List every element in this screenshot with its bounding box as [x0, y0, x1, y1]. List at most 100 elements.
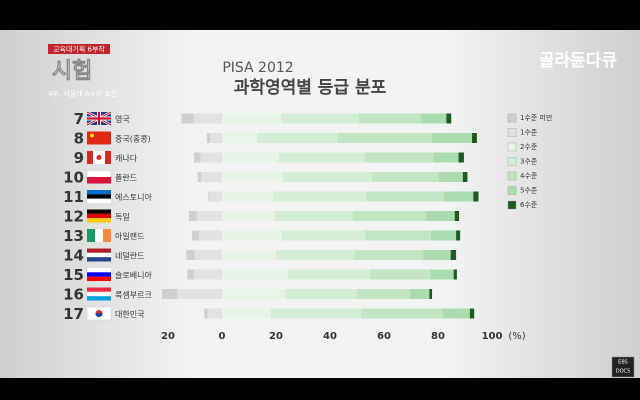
x-tick-label: 20 — [161, 331, 175, 342]
rank: 12 — [63, 208, 84, 226]
bar-segment — [208, 191, 210, 202]
bar-segment — [433, 152, 459, 163]
rank: 10 — [63, 169, 84, 187]
bar-segment — [365, 230, 431, 241]
bar-segment — [222, 250, 277, 260]
rank: 11 — [63, 188, 84, 206]
bar-segment — [222, 308, 271, 319]
bar-segment — [199, 230, 222, 241]
bar-segment — [273, 191, 367, 202]
bar-segment — [222, 230, 282, 241]
legend-label: 1수준 — [520, 129, 538, 137]
legend-swatch — [507, 186, 517, 195]
bar-segment — [472, 133, 477, 143]
bar-segment — [285, 289, 357, 299]
bar-segment — [204, 308, 208, 319]
bar-segment — [197, 172, 202, 182]
country-label: 아일랜드 — [115, 231, 144, 241]
legend-swatch — [507, 200, 517, 210]
bar-segment — [181, 113, 194, 124]
bar-segment — [194, 250, 222, 260]
corner-badge: EBS — [618, 360, 628, 366]
bar-segment — [207, 308, 222, 319]
bar-segment — [209, 191, 222, 202]
bar-segment — [423, 250, 451, 260]
country-label: 독일 — [115, 213, 130, 222]
x-tick-label: 100 — [482, 331, 503, 342]
legend-label: 3수준 — [520, 158, 538, 166]
country-label: 에스토니아 — [115, 192, 152, 202]
x-tick-label: 80 — [431, 331, 445, 342]
bar-segment — [222, 133, 258, 143]
bar-segment — [193, 152, 201, 163]
letterbox — [0, 378, 640, 400]
bar-segment — [274, 211, 353, 221]
rank: 13 — [63, 227, 84, 245]
x-tick-label: 0 — [219, 331, 226, 342]
bar-segment — [187, 269, 194, 280]
bar-segment — [222, 289, 286, 299]
bar-segment — [443, 191, 474, 202]
bar-segment — [430, 269, 454, 280]
channel-logo: 골라듄다큐 — [539, 51, 618, 71]
country-label: 룩셈부르크 — [115, 291, 152, 300]
rank: 14 — [63, 247, 84, 265]
bar-segment — [420, 113, 447, 124]
bar-segment — [281, 230, 366, 241]
bar-segment — [458, 152, 464, 163]
country-label: 영국 — [115, 114, 130, 124]
series-badge-bg — [48, 44, 110, 54]
x-tick-label: 20 — [269, 331, 283, 342]
bar-segment — [469, 308, 475, 319]
legend-label: 2수준 — [520, 143, 538, 151]
bar-segment — [365, 152, 434, 163]
bar-segment — [426, 211, 455, 221]
bar-segment — [442, 308, 470, 319]
bar-segment — [162, 289, 178, 299]
episode: 4부. 서울대 A+의 조건 — [48, 89, 117, 98]
bar-segment — [446, 113, 452, 124]
legend-label: 6수준 — [520, 201, 538, 209]
bar-segment — [450, 250, 457, 260]
corner-badge: DOCS — [616, 369, 630, 375]
bar-segment — [222, 113, 282, 124]
bar-segment — [222, 172, 283, 182]
bar-segment — [193, 113, 222, 124]
bar-segment — [177, 289, 222, 299]
bar-segment — [222, 211, 275, 221]
bar-segment — [429, 289, 433, 299]
x-tick-label: 40 — [323, 331, 337, 342]
bar-segment — [193, 269, 222, 280]
bar-segment — [431, 133, 473, 143]
corner-badge-bg — [611, 356, 635, 378]
bar-segment — [352, 211, 427, 221]
bar-segment — [438, 172, 463, 182]
x-tick-label: 60 — [377, 331, 391, 342]
bar-segment — [430, 230, 457, 241]
legend-swatch — [507, 171, 517, 181]
bar-segment — [354, 250, 424, 260]
bar-segment — [356, 289, 411, 299]
chart-subtitle: 과학영역별 등급 분포 — [234, 78, 387, 98]
bar-segment — [276, 250, 355, 260]
bar-segment — [189, 211, 197, 221]
legend-swatch — [507, 157, 517, 166]
bar-segment — [222, 191, 274, 202]
rank: 15 — [63, 266, 84, 284]
legend-label: 5수준 — [520, 187, 538, 195]
legend-label: 4수준 — [520, 172, 538, 180]
bar-segment — [222, 152, 279, 163]
country-label: 슬로베니아 — [115, 270, 152, 280]
country-label: 네덜란드 — [115, 251, 144, 261]
rank: 9 — [74, 149, 84, 167]
legend-label: 1수준 미만 — [520, 113, 553, 122]
legend-swatch — [507, 113, 517, 123]
bar-segment — [201, 172, 222, 182]
bar-segment — [206, 133, 211, 143]
x-axis-label: (%) — [508, 331, 525, 342]
bar-segment — [192, 230, 200, 241]
bar-segment — [270, 308, 362, 319]
bar-segment — [410, 289, 430, 299]
